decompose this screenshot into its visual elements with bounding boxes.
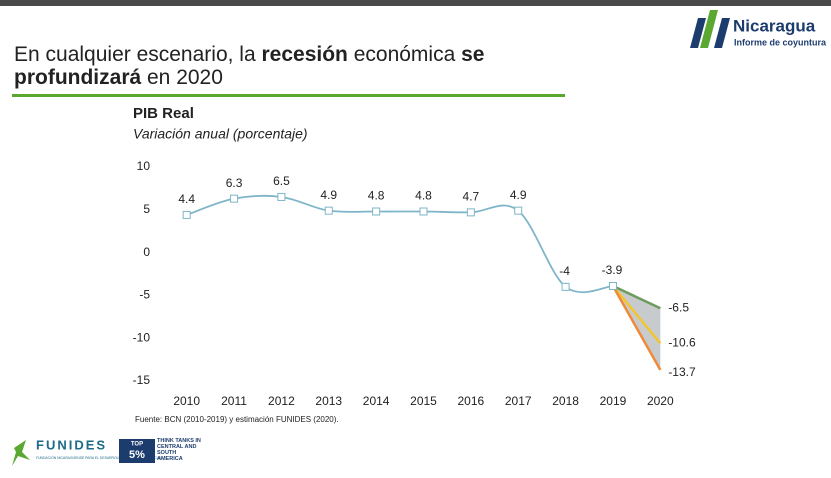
series-line xyxy=(611,285,662,345)
value-label: -6.5 xyxy=(668,300,689,314)
x-tick-label: 2015 xyxy=(410,394,437,408)
title-part: se xyxy=(461,43,484,66)
value-label: -13.7 xyxy=(668,365,696,379)
logo-title: Nicaragua xyxy=(733,16,816,35)
title-part: profundizará xyxy=(14,66,141,89)
point-marker xyxy=(608,281,617,290)
logo-subtitle: Informe de coyuntura xyxy=(734,37,827,47)
chart-title: PIB Real xyxy=(133,105,194,122)
logo-mark xyxy=(690,10,730,48)
y-tick-label: 10 xyxy=(137,159,151,173)
y-tick-label: -10 xyxy=(133,330,151,344)
point-marker xyxy=(277,192,286,201)
y-tick-label: 0 xyxy=(143,245,150,259)
value-label: -10.6 xyxy=(668,336,696,350)
title-part: recesión xyxy=(261,43,347,66)
point-marker xyxy=(372,207,381,216)
x-tick-label: 2019 xyxy=(600,394,627,408)
value-label: 4.8 xyxy=(415,189,432,203)
title-part: En cualquier escenario, la xyxy=(14,43,261,66)
value-label: 4.8 xyxy=(368,189,385,203)
point-marker xyxy=(514,206,523,215)
point-marker xyxy=(419,207,428,216)
point-marker xyxy=(324,206,333,215)
point-marker xyxy=(466,208,475,217)
source-note: Fuente: BCN (2010-2019) y estimación FUN… xyxy=(135,415,339,424)
top-bar xyxy=(0,0,831,6)
x-tick-label: 2020 xyxy=(647,394,674,408)
x-tick-label: 2011 xyxy=(221,394,247,408)
series-line xyxy=(612,284,661,310)
footer-org: FUNIDES xyxy=(36,437,107,452)
x-tick-label: 2017 xyxy=(505,394,532,408)
badge-text: THINK TANKS IN CENTRAL AND SOUTH AMERICA xyxy=(157,438,201,462)
y-tick-label: 5 xyxy=(143,202,150,216)
x-tick-label: 2010 xyxy=(173,394,200,408)
series-line xyxy=(611,285,662,371)
value-label: 4.7 xyxy=(463,190,480,204)
x-tick-label: 2012 xyxy=(268,394,295,408)
value-label: 6.3 xyxy=(226,176,243,190)
x-tick-label: 2018 xyxy=(552,394,579,408)
x-tick-label: 2014 xyxy=(363,394,390,408)
y-tick-label: -5 xyxy=(139,288,150,302)
title-part: en 2020 xyxy=(141,66,223,89)
title-part: económica xyxy=(348,43,461,66)
x-tick-label: 2013 xyxy=(315,394,342,408)
x-tick-label: 2016 xyxy=(458,394,485,408)
badge-pct: 5% xyxy=(129,449,145,461)
y-tick-label: -15 xyxy=(133,373,151,387)
chart-subtitle: Variación anual (porcentaje) xyxy=(133,126,308,142)
point-marker xyxy=(182,210,191,219)
value-label: 4.9 xyxy=(320,188,337,202)
value-label: -4 xyxy=(559,264,570,278)
series-line xyxy=(186,194,614,294)
point-marker xyxy=(561,282,570,291)
title-underline xyxy=(12,94,565,97)
slide-title-line: En cualquier escenario, la recesión econ… xyxy=(14,43,484,66)
value-label: 6.5 xyxy=(273,174,290,188)
badge-top: TOP xyxy=(131,442,143,448)
slide-title-line: profundizará en 2020 xyxy=(14,66,223,89)
footer-logo: FUNIDES FUNDACIÓN NICARAGÜENSE PARA EL D… xyxy=(12,437,201,466)
value-label: -3.9 xyxy=(602,263,623,277)
point-marker xyxy=(230,194,239,203)
value-label: 4.4 xyxy=(178,192,195,206)
footer-org-sub: FUNDACIÓN NICARAGÜENSE PARA EL DESARROLL… xyxy=(36,455,162,460)
value-label: 4.9 xyxy=(510,188,527,202)
